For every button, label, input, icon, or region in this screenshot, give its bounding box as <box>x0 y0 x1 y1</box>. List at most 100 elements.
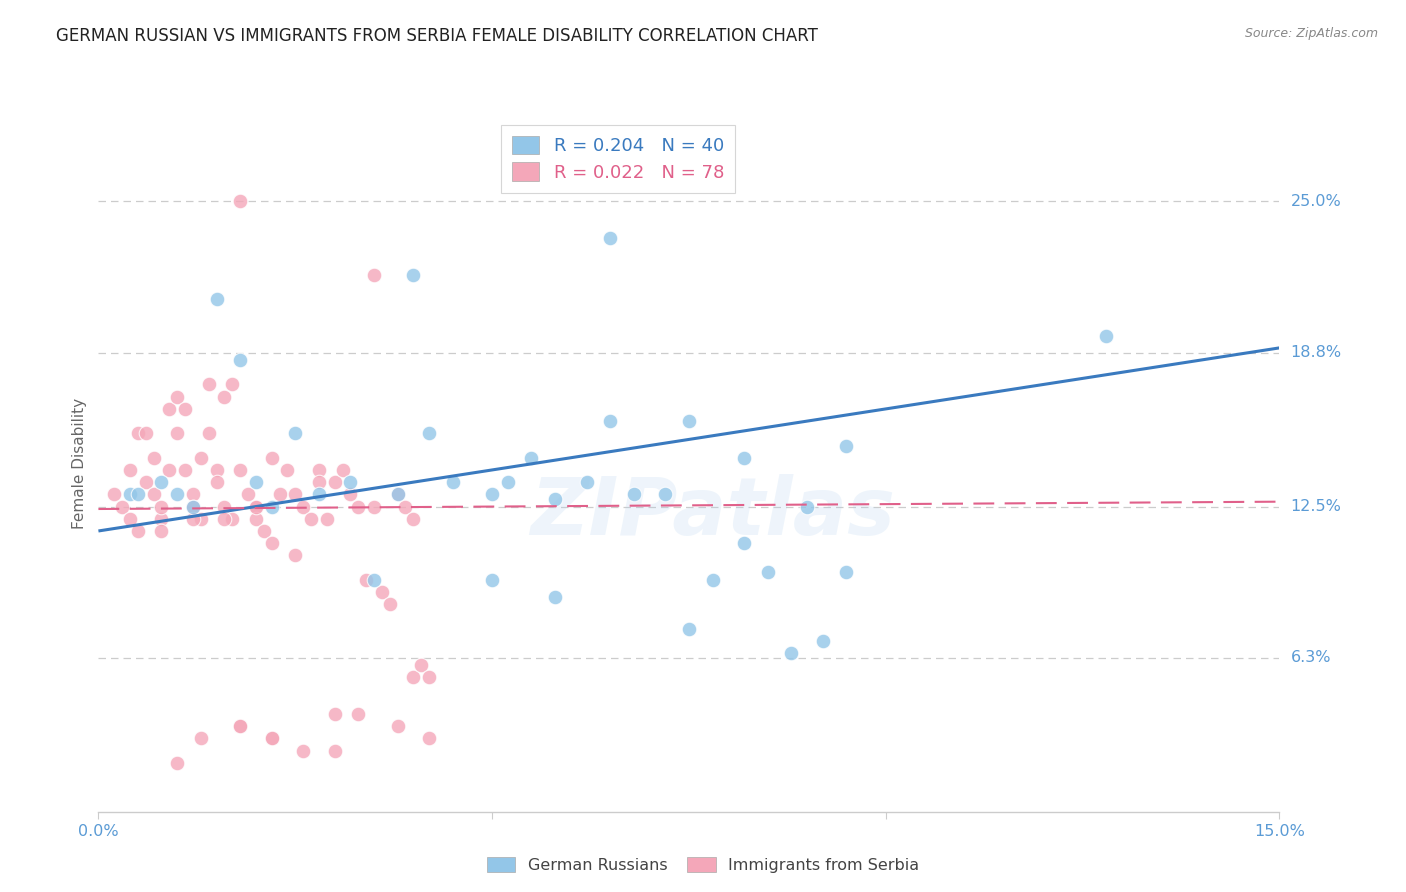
Point <box>150 512 173 526</box>
Point <box>150 500 173 514</box>
Point <box>354 573 377 587</box>
Point <box>418 731 440 746</box>
Point <box>181 500 204 514</box>
Point <box>245 475 267 490</box>
Point <box>623 487 645 501</box>
Point <box>190 512 212 526</box>
Point <box>796 500 818 514</box>
Point <box>387 487 409 501</box>
Point <box>323 707 346 722</box>
Text: 6.3%: 6.3% <box>1291 650 1331 665</box>
Point <box>402 670 425 684</box>
Point <box>308 487 330 501</box>
Point <box>229 353 252 368</box>
Point <box>756 566 779 580</box>
Point <box>205 292 228 306</box>
Point <box>150 524 173 538</box>
Point <box>214 390 236 404</box>
Point <box>284 426 307 441</box>
Text: GERMAN RUSSIAN VS IMMIGRANTS FROM SERBIA FEMALE DISABILITY CORRELATION CHART: GERMAN RUSSIAN VS IMMIGRANTS FROM SERBIA… <box>56 27 818 45</box>
Point <box>654 487 676 501</box>
Point <box>205 463 228 477</box>
Point <box>181 500 204 514</box>
Point <box>245 500 267 514</box>
Point <box>835 566 858 580</box>
Point <box>229 194 252 209</box>
Text: 18.8%: 18.8% <box>1291 345 1341 360</box>
Point <box>481 573 503 587</box>
Point <box>253 524 276 538</box>
Point <box>284 487 307 501</box>
Legend: German Russians, Immigrants from Serbia: German Russians, Immigrants from Serbia <box>479 851 927 880</box>
Point <box>269 487 291 501</box>
Point <box>181 487 204 501</box>
Point <box>150 475 173 490</box>
Point <box>678 414 700 428</box>
Point <box>190 450 212 465</box>
Point <box>418 426 440 441</box>
Point <box>229 463 252 477</box>
Point <box>260 731 283 746</box>
Point <box>332 463 354 477</box>
Point <box>221 377 243 392</box>
Point <box>236 487 259 501</box>
Point <box>315 512 337 526</box>
Point <box>229 719 252 733</box>
Text: Source: ZipAtlas.com: Source: ZipAtlas.com <box>1244 27 1378 40</box>
Point <box>292 500 315 514</box>
Point <box>245 512 267 526</box>
Point <box>599 231 621 245</box>
Point <box>229 719 252 733</box>
Point <box>127 426 149 441</box>
Point <box>214 500 236 514</box>
Point <box>181 512 204 526</box>
Point <box>387 719 409 733</box>
Point <box>166 756 188 770</box>
Point <box>575 475 598 490</box>
Point <box>481 487 503 501</box>
Point <box>496 475 519 490</box>
Point <box>111 500 134 514</box>
Point <box>197 426 219 441</box>
Point <box>544 492 567 507</box>
Point <box>127 524 149 538</box>
Point <box>347 707 370 722</box>
Point <box>142 487 165 501</box>
Point <box>347 500 370 514</box>
Point <box>127 487 149 501</box>
Point <box>245 500 267 514</box>
Point <box>221 512 243 526</box>
Point <box>174 463 197 477</box>
Point <box>118 463 141 477</box>
Point <box>394 500 416 514</box>
Point <box>702 573 724 587</box>
Point <box>135 475 157 490</box>
Point <box>441 475 464 490</box>
Point <box>260 450 283 465</box>
Point <box>142 450 165 465</box>
Point <box>733 536 755 550</box>
Point <box>811 633 834 648</box>
Point <box>520 450 543 465</box>
Legend: R = 0.204   N = 40, R = 0.022   N = 78: R = 0.204 N = 40, R = 0.022 N = 78 <box>502 125 735 193</box>
Point <box>190 731 212 746</box>
Point <box>363 500 385 514</box>
Point <box>276 463 298 477</box>
Point <box>835 438 858 452</box>
Point <box>418 670 440 684</box>
Point <box>371 585 394 599</box>
Point <box>103 487 125 501</box>
Point <box>260 500 283 514</box>
Point <box>378 597 401 611</box>
Point <box>308 463 330 477</box>
Point <box>118 512 141 526</box>
Point <box>339 487 361 501</box>
Point <box>174 401 197 416</box>
Point <box>780 646 803 660</box>
Point <box>323 744 346 758</box>
Point <box>157 401 180 416</box>
Point <box>166 487 188 501</box>
Point <box>323 475 346 490</box>
Point <box>135 426 157 441</box>
Point <box>363 573 385 587</box>
